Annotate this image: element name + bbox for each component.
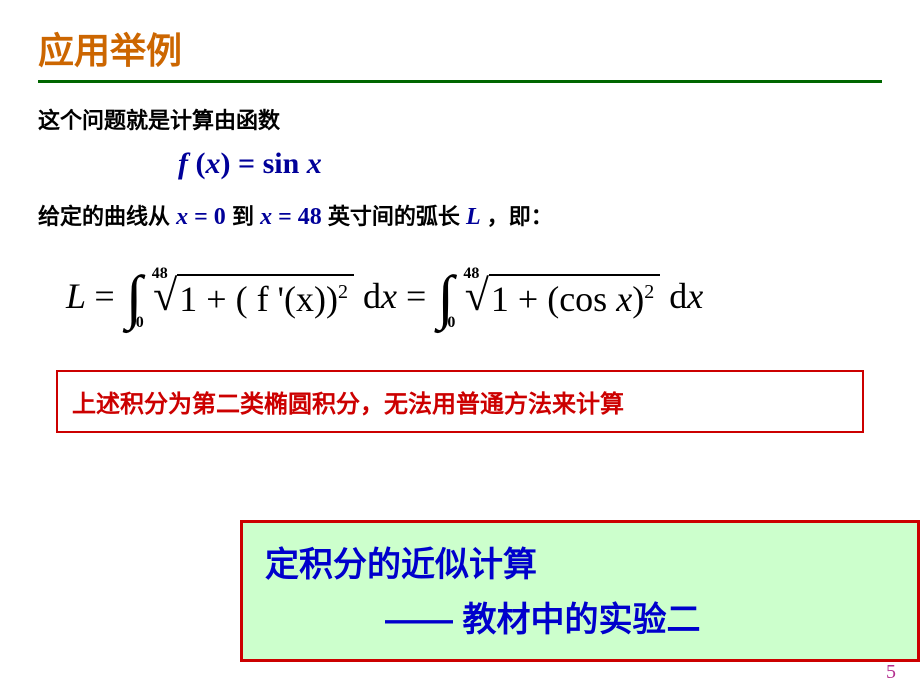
rad1-sq: 2 <box>338 281 348 303</box>
desc-x1: x <box>176 204 188 230</box>
fx-x1: x <box>206 147 221 180</box>
highlight-line1: 定积分的近似计算 <box>265 537 895 586</box>
function-definition: f (x) = sin x <box>178 147 882 181</box>
integral-2: ∫ 48 0 <box>437 273 453 326</box>
eq-eq1: = <box>94 276 123 316</box>
fx-close: ) = <box>221 147 263 180</box>
desc-p2: 到 <box>232 204 260 229</box>
fx-open: ( <box>188 147 206 180</box>
desc-eq2: = 48 <box>272 204 322 230</box>
fx-x2: x <box>307 147 322 180</box>
desc-p3: 英寸间的弧长 <box>328 204 466 229</box>
sqrt-icon: √ <box>465 270 489 321</box>
note-box: 上述积分为第二类椭圆积分，无法用普通方法来计算 <box>56 370 864 433</box>
arc-length-equation: L = ∫ 48 0 √1 + ( f '(x))2 dx = ∫ 48 0 √… <box>66 273 882 326</box>
slide-body: 应用举例 这个问题就是计算由函数 f (x) = sin x 给定的曲线从 x … <box>0 0 920 433</box>
rad1-body: 1 + ( f '(x)) <box>179 279 338 319</box>
title-underline <box>38 80 882 83</box>
page-number: 5 <box>886 661 896 684</box>
highlight-line2: —— 教材中的实验二 <box>265 592 895 641</box>
radicand-1: 1 + ( f '(x))2 <box>177 274 354 320</box>
integral-1: ∫ 48 0 <box>126 273 142 326</box>
desc-x2: x <box>260 204 272 230</box>
desc-p1: 给定的曲线从 <box>38 204 176 229</box>
sqrt-icon: √ <box>153 270 177 321</box>
rad2-x: x <box>616 279 632 319</box>
rad2-sq: 2 <box>644 281 654 303</box>
fx-sin: sin <box>263 147 307 180</box>
eq-dx2-x: x <box>687 276 703 316</box>
radicand-2: 1 + (cos x)2 <box>489 274 660 320</box>
int1-lower: 0 <box>136 314 144 332</box>
int2-lower: 0 <box>447 314 455 332</box>
description-line: 给定的曲线从 x = 0 到 x = 48 英寸间的弧长 L ，即： <box>38 199 882 231</box>
eq-dx2-d: d <box>669 276 687 316</box>
desc-L: L <box>466 204 481 230</box>
rad2-b: ) <box>632 279 644 319</box>
eq-L: L <box>66 276 85 316</box>
sqrt-2: √1 + (cos x)2 <box>465 274 660 325</box>
intro-text: 这个问题就是计算由函数 <box>38 103 882 135</box>
rad2-a: 1 + ( <box>491 279 559 319</box>
desc-eq1: = 0 <box>188 204 226 230</box>
eq-eq2: = <box>406 276 435 316</box>
eq-dx1-x: x <box>381 276 397 316</box>
sqrt-1: √1 + ( f '(x))2 <box>153 274 354 325</box>
desc-p4: ，即： <box>487 204 553 229</box>
highlight-box: 定积分的近似计算 —— 教材中的实验二 <box>240 520 920 662</box>
rad2-cos: cos <box>559 279 616 319</box>
fx-f: f <box>178 147 188 180</box>
eq-dx1-d: d <box>363 276 381 316</box>
slide-title: 应用举例 <box>38 22 882 74</box>
